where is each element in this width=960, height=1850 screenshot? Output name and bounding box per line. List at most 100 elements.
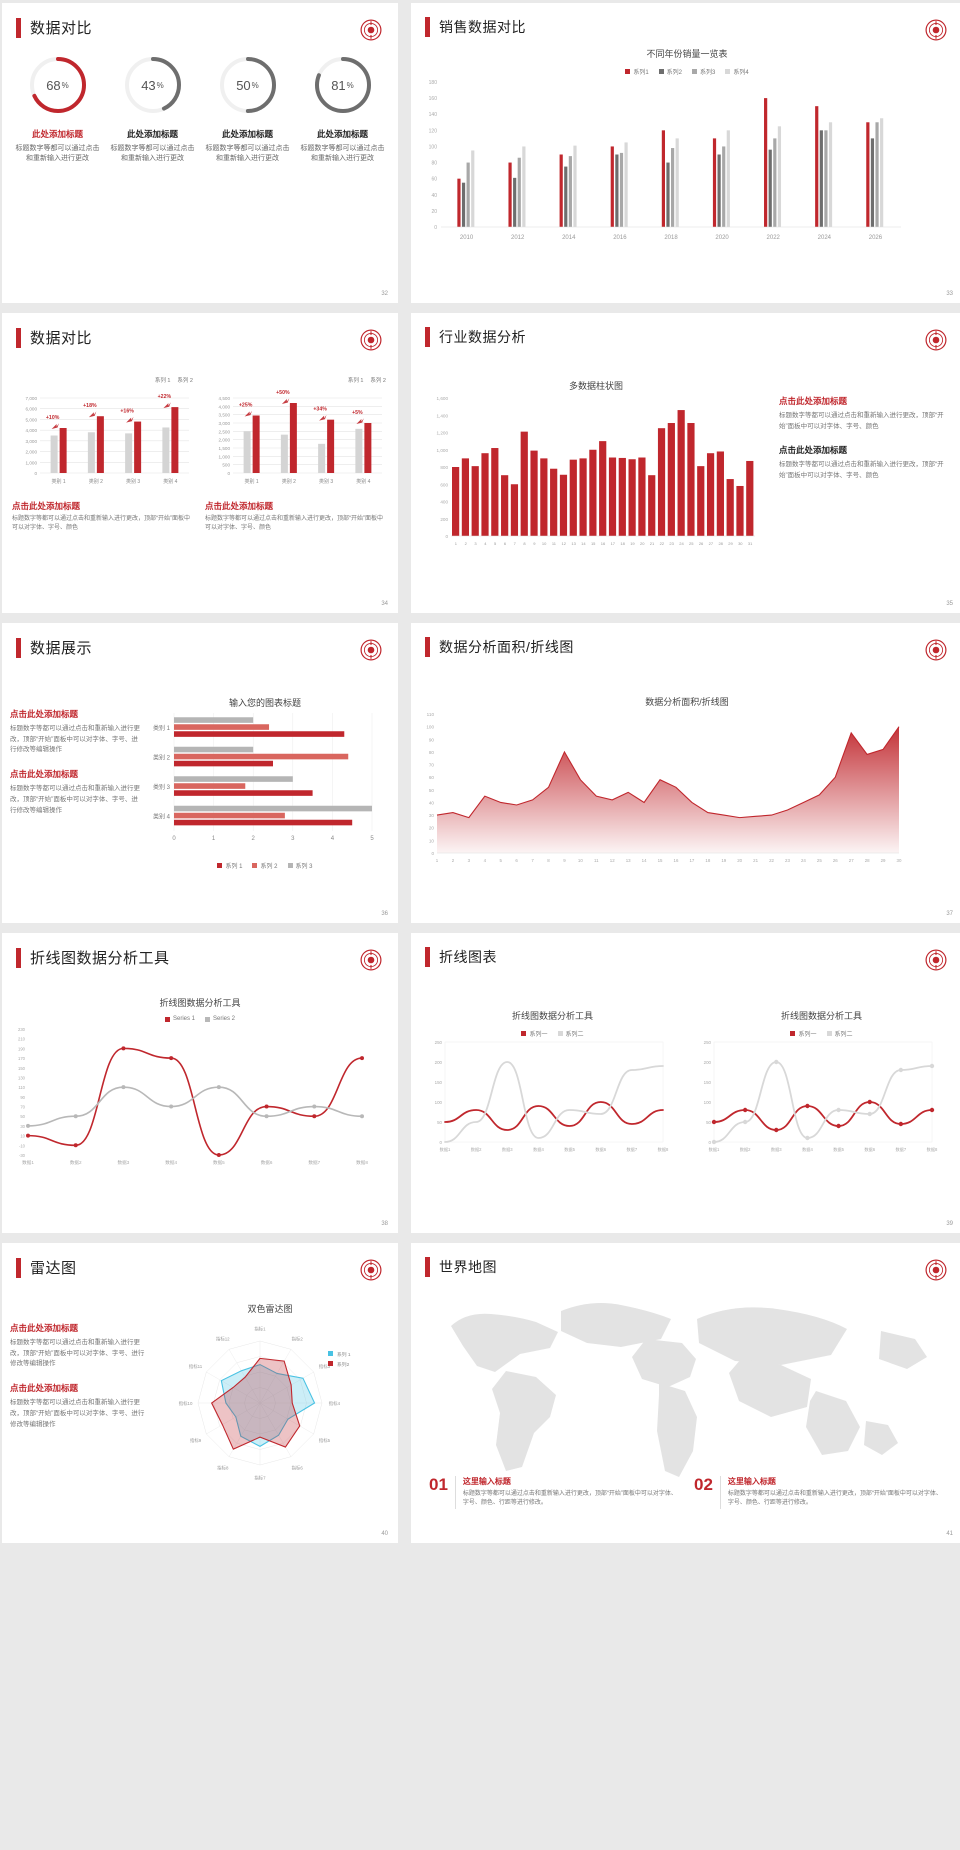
- legend-item[interactable]: 系列 1: [217, 861, 242, 870]
- svg-text:22: 22: [769, 858, 774, 863]
- svg-text:150: 150: [18, 1065, 26, 1070]
- legend-item[interactable]: 系列 2: [370, 378, 386, 384]
- slide-37[interactable]: 数据分析面积/折线图 数据分析面积/折线图 0 10 20 30 40 50 60 70 80 9…: [411, 623, 960, 923]
- slide-32[interactable]: 数据对比 68% 此处添加标题 标题数字等都可以通过点击和重新输入进行更改 43% 此处…: [2, 3, 398, 303]
- page-title: 折线图表: [439, 949, 497, 965]
- title-accent-bar: [16, 637, 21, 658]
- slide-header: 数据分析面积/折线图: [411, 623, 960, 657]
- page-title: 雷达图: [30, 1260, 77, 1277]
- svg-text:6: 6: [515, 858, 518, 863]
- comparison-charts: 系列 1 系列 2 0 1,000 2,000 3,000 4,000 5,000 6,000…: [2, 376, 398, 494]
- slide-33[interactable]: 销售数据对比 不同年份销量一览表 系列1 系列2 系列3 系列4 0 20 40 60 80 1…: [411, 3, 960, 303]
- svg-text:+34%: +34%: [313, 407, 327, 413]
- charts-row: 折线图数据分析工具 系列一 系列二 0 50 100 150 200 250 数据1 数据2 数据…: [411, 999, 960, 1163]
- legend-item[interactable]: 系列一: [521, 1029, 548, 1038]
- donut-heading: 此处添加标题: [316, 129, 368, 139]
- legend-item[interactable]: Series 1: [164, 1016, 195, 1023]
- svg-text:类别 3: 类别 3: [153, 783, 171, 791]
- slide-41[interactable]: 世界地图: [411, 1243, 960, 1543]
- slide-36[interactable]: 数据展示 点击此处添加标题 标题数字等都可以通过点击和重新输入进行更改，顶部“开…: [2, 623, 398, 923]
- svg-text:27: 27: [709, 541, 714, 546]
- svg-text:2,000: 2,000: [26, 450, 38, 455]
- svg-text:190: 190: [18, 1046, 26, 1051]
- svg-text:0: 0: [431, 851, 434, 856]
- company-seal-icon: [360, 19, 382, 41]
- slide-35[interactable]: 行业数据分析 多数据柱状图 0 200 400 600 800 1,000 1,200 1,4…: [411, 313, 960, 613]
- svg-text:6,000: 6,000: [26, 407, 38, 412]
- legend-item[interactable]: 系列3: [692, 67, 715, 76]
- desc-heading-1: 点击此处添加标题: [10, 1323, 79, 1333]
- svg-text:类别 4: 类别 4: [163, 478, 177, 485]
- svg-text:指标9: 指标9: [190, 1437, 202, 1444]
- legend-item[interactable]: 系列一: [790, 1029, 817, 1038]
- svg-text:+18%: +18%: [83, 403, 97, 409]
- page-number: 36: [381, 911, 388, 917]
- svg-text:140: 140: [429, 112, 438, 118]
- description-column: 点击此处添加标题 标题数字等都可以通过点击和重新输入进行更改，顶部“开始”面板中…: [10, 686, 140, 870]
- svg-text:8: 8: [547, 858, 550, 863]
- legend-item[interactable]: 系列 1: [347, 378, 364, 384]
- svg-text:10: 10: [542, 541, 547, 546]
- svg-text:类别 1: 类别 1: [52, 478, 66, 485]
- slide-34[interactable]: 数据对比 系列 1 系列 2 0 1,000 2,000 3,000 4,000 5,000…: [2, 313, 398, 613]
- svg-text:12: 12: [610, 858, 615, 863]
- world-map-graphic: [451, 1303, 927, 1477]
- svg-text:指标10: 指标10: [179, 1400, 193, 1407]
- slide-39[interactable]: 折线图表 折线图数据分析工具 系列一 系列二 0 50 100 150 200 250 数据1…: [411, 933, 960, 1233]
- map-callouts: 01 这里输入标题 标题数字等都可以通过点击和重新输入进行更改，顶部“开始”面板…: [429, 1476, 945, 1509]
- svg-text:8: 8: [523, 541, 526, 546]
- svg-text:7,000: 7,000: [26, 396, 38, 401]
- donut-card-4[interactable]: 81% 此处添加标题 标题数字等都可以通过点击和重新输入进行更改: [299, 54, 387, 164]
- svg-text:24: 24: [801, 858, 806, 863]
- svg-text:3: 3: [474, 541, 477, 546]
- svg-text:类别 2: 类别 2: [153, 753, 171, 761]
- legend-item[interactable]: 系列 2: [177, 378, 193, 384]
- svg-text:数据7: 数据7: [895, 1146, 906, 1153]
- svg-text:数据2: 数据2: [471, 1146, 482, 1153]
- donut-card-1[interactable]: 68% 此处添加标题 标题数字等都可以通过点击和重新输入进行更改: [14, 54, 102, 164]
- svg-text:100: 100: [704, 1100, 712, 1105]
- legend-item[interactable]: 系列2: [658, 67, 682, 76]
- svg-text:数据7: 数据7: [308, 1159, 320, 1166]
- legend-item[interactable]: Series 2: [205, 1016, 235, 1023]
- svg-text:1: 1: [436, 858, 439, 863]
- slide-40[interactable]: 雷达图 点击此处添加标题 标题数字等都可以通过点击和重新输入进行更改，顶部“开始…: [2, 1243, 398, 1543]
- page-title: 数据对比: [30, 20, 93, 37]
- line-chart: -30 -10 10 30 50 70 90 110 130 150 170 190 210 230 数据1…: [2, 1023, 398, 1178]
- svg-text:系列 1: 系列 1: [337, 1351, 351, 1358]
- callout-01[interactable]: 01 这里输入标题 标题数字等都可以通过点击和重新输入进行更改，顶部“开始”面板…: [429, 1476, 680, 1509]
- legend-item[interactable]: 系列二: [557, 1029, 584, 1038]
- chart-title: 折线图数据分析工具: [780, 1011, 862, 1021]
- svg-text:80: 80: [431, 161, 437, 167]
- desc-heading-2: 点击此处添加标题: [779, 445, 848, 456]
- legend-item[interactable]: 系列 3: [287, 861, 313, 870]
- slide-38[interactable]: 折线图数据分析工具 折线图数据分析工具 Series 1 Series 2 -30…: [2, 933, 398, 1233]
- svg-text:2020: 2020: [715, 235, 729, 241]
- svg-text:+50%: +50%: [276, 390, 290, 396]
- svg-text:30: 30: [897, 858, 902, 863]
- svg-text:400: 400: [440, 500, 448, 505]
- callout-02[interactable]: 02 这里输入标题 标题数字等都可以通过点击和重新输入进行更改，顶部“开始”面板…: [694, 1476, 945, 1509]
- legend-item[interactable]: 系列4: [725, 67, 749, 76]
- donut-body: 标题数字等都可以通过点击和重新输入进行更改: [205, 145, 290, 163]
- svg-text:11: 11: [594, 858, 599, 863]
- svg-text:3,500: 3,500: [219, 413, 231, 418]
- legend-item[interactable]: 系列 2: [252, 861, 278, 870]
- svg-text:25: 25: [817, 858, 822, 863]
- svg-text:类别 1: 类别 1: [153, 724, 171, 732]
- title-accent-bar: [16, 327, 21, 348]
- donut-card-2[interactable]: 43% 此处添加标题 标题数字等都可以通过点击和重新输入进行更改: [109, 54, 197, 164]
- svg-text:数据1: 数据1: [709, 1146, 720, 1153]
- donut-value: 68%: [46, 77, 69, 93]
- caption-body: 标题数字等都可以通过点击和重新输入进行更改，顶部“开始”面板中可以对字体、字号、…: [12, 516, 190, 531]
- caption-heading: 点击此处添加标题: [12, 501, 81, 511]
- svg-text:指标7: 指标7: [254, 1474, 266, 1481]
- legend-item[interactable]: 系列 1: [154, 378, 171, 384]
- legend-item[interactable]: 系列1: [625, 67, 649, 76]
- svg-text:12: 12: [562, 541, 567, 546]
- donut-card-3[interactable]: 50% 此处添加标题 标题数字等都可以通过点击和重新输入进行更改: [204, 54, 292, 164]
- page-title: 数据对比: [30, 330, 93, 347]
- donut-body: 标题数字等都可以通过点击和重新输入进行更改: [15, 145, 100, 163]
- page-number: 33: [946, 291, 953, 297]
- legend-item[interactable]: 系列二: [826, 1029, 853, 1038]
